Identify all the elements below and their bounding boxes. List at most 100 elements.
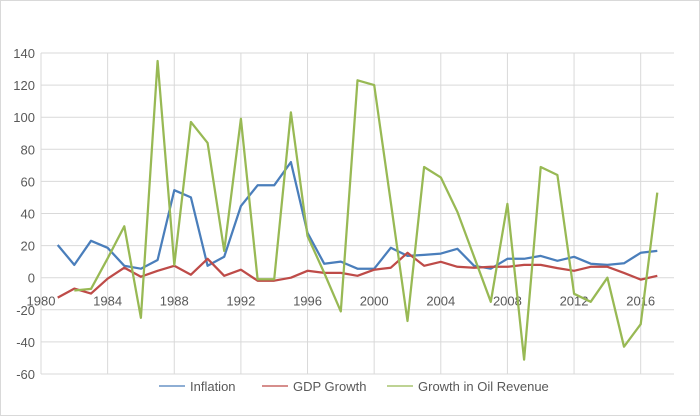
data-point xyxy=(456,266,458,268)
data-point xyxy=(273,278,275,280)
x-tick-label: 2004 xyxy=(426,294,455,309)
y-tick-label: 100 xyxy=(13,110,35,125)
data-point xyxy=(256,184,258,186)
data-point xyxy=(140,276,142,278)
gridlines xyxy=(40,52,674,375)
data-point xyxy=(140,268,142,270)
data-point xyxy=(223,250,225,252)
data-point xyxy=(323,263,325,265)
data-point xyxy=(540,166,542,168)
y-tick-label: -60 xyxy=(16,367,35,382)
data-point xyxy=(356,79,358,81)
data-point xyxy=(506,203,508,205)
x-tick-label: 2008 xyxy=(493,294,522,309)
legend-label: GDP Growth xyxy=(293,379,366,394)
data-point xyxy=(173,189,175,191)
data-point xyxy=(123,225,125,227)
data-point xyxy=(656,191,658,193)
y-tick-label: 0 xyxy=(28,271,35,286)
series-line xyxy=(56,160,658,270)
x-tick-label: 1996 xyxy=(293,294,322,309)
x-tick-label: 1984 xyxy=(93,294,122,309)
data-point xyxy=(290,161,292,163)
series-growth-in-oil-revenue xyxy=(73,59,659,361)
data-point xyxy=(473,256,475,258)
data-point xyxy=(606,277,608,279)
y-tick-label: -20 xyxy=(16,303,35,318)
data-point xyxy=(240,118,242,120)
series-line xyxy=(74,59,659,361)
data-point xyxy=(240,269,242,271)
data-point xyxy=(57,296,59,298)
x-axis-tick-labels: 1980 1984 1988 1992 1996 2000 2004 2008 2012 2016 xyxy=(27,294,656,309)
data-point xyxy=(223,256,225,258)
legend-item: GDP Growth xyxy=(262,379,366,394)
x-tick-label: 1988 xyxy=(160,294,189,309)
data-point xyxy=(573,293,575,295)
data-point xyxy=(106,278,108,280)
series-inflation xyxy=(56,160,658,270)
data-point xyxy=(273,184,275,186)
data-point xyxy=(106,257,108,259)
legend-label: Inflation xyxy=(190,379,236,394)
data-point xyxy=(623,272,625,274)
data-point xyxy=(506,258,508,260)
data-point xyxy=(390,201,392,203)
y-tick-label: 20 xyxy=(21,239,35,254)
legend-item: Growth in Oil Revenue xyxy=(387,379,549,394)
data-point xyxy=(190,196,192,198)
data-point xyxy=(540,255,542,257)
data-point xyxy=(590,266,592,268)
data-point xyxy=(173,264,175,266)
data-point xyxy=(423,166,425,168)
x-tick-label: 1992 xyxy=(226,294,255,309)
x-tick-label: 2016 xyxy=(626,294,655,309)
data-point xyxy=(290,277,292,279)
data-point xyxy=(290,111,292,113)
data-point xyxy=(373,269,375,271)
data-point xyxy=(373,84,375,86)
data-point xyxy=(540,264,542,266)
data-point xyxy=(340,310,342,312)
data-point xyxy=(156,270,158,272)
data-point xyxy=(190,274,192,276)
data-point xyxy=(606,266,608,268)
legend: Inflation GDP Growth Growth in Oil Revenue xyxy=(159,379,549,394)
data-point xyxy=(573,256,575,258)
data-point xyxy=(57,244,59,246)
data-point xyxy=(423,265,425,267)
data-point xyxy=(440,252,442,254)
data-point xyxy=(590,263,592,265)
data-point xyxy=(456,211,458,213)
data-point xyxy=(656,250,658,252)
data-point xyxy=(390,267,392,269)
data-point xyxy=(656,275,658,277)
data-point xyxy=(356,275,358,277)
x-tick-label: 2000 xyxy=(360,294,389,309)
data-point xyxy=(556,174,558,176)
data-point xyxy=(106,247,108,249)
data-point xyxy=(623,262,625,264)
data-point xyxy=(440,261,442,263)
data-point xyxy=(490,301,492,303)
y-tick-label: 40 xyxy=(21,207,35,222)
data-point xyxy=(206,258,208,260)
y-tick-label: -40 xyxy=(16,335,35,350)
data-point xyxy=(640,323,642,325)
y-tick-label: 120 xyxy=(13,78,35,93)
data-point xyxy=(90,292,92,294)
data-point xyxy=(256,278,258,280)
data-point xyxy=(73,289,75,291)
data-point xyxy=(506,266,508,268)
y-tick-label: 60 xyxy=(21,174,35,189)
data-point xyxy=(590,301,592,303)
data-point xyxy=(406,320,408,322)
data-point xyxy=(440,176,442,178)
data-point xyxy=(306,270,308,272)
series-gdp-growth xyxy=(57,251,658,299)
data-point xyxy=(240,205,242,207)
y-tick-label: 80 xyxy=(21,142,35,157)
data-point xyxy=(340,272,342,274)
data-point xyxy=(156,60,158,62)
